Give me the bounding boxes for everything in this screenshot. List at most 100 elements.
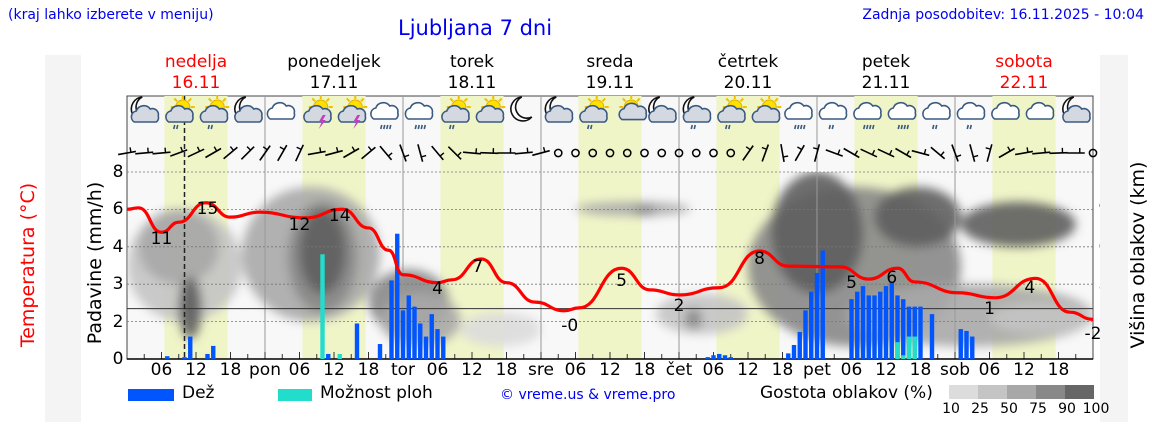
wind-barb-icon [497,148,516,154]
wind-barb-icon [223,146,238,160]
sun-cloud-rain-icon [199,95,230,130]
precip-bar-rain [326,353,331,359]
wind-calm-icon [691,148,701,158]
precip-bar-rain [423,336,429,359]
x-tick-label: 12 [1013,360,1035,380]
cloud-heavy-rain-icon [887,101,917,130]
day-date: 21.11 [861,73,911,93]
wind-barb-icon [911,149,930,157]
wind-barb-icon [998,146,1015,159]
wind-barb-icon [1032,147,1051,155]
day-date: 19.11 [585,73,635,93]
cloud-scale-swatch [1036,385,1065,399]
x-tick-label: 18 [357,360,380,380]
x-tick-label: 06 [840,360,863,380]
right-axis-panel [1100,55,1128,422]
precip-bar-rain [791,344,797,359]
cloud-density-area [299,209,346,294]
location-hint: (kraj lahko izberete v meniju) [8,7,214,23]
cloud-icon [266,101,296,120]
day-date: 17.11 [309,73,359,93]
precip-bar-showers [912,336,917,359]
precip-tick: 0 [112,349,124,369]
moon-cloud-icon [130,96,160,123]
legend-cloud-density: Gostota oblakov (%) [760,383,933,403]
wind-barb-icon [343,146,360,159]
precip-tick: 2 [112,311,124,332]
precip-bar-rain [855,291,860,359]
daylight-band [578,96,642,359]
cloud-scale-label: 75 [1029,401,1047,417]
precip-bar-rain [786,353,791,359]
moon-cloud-icon [234,96,263,123]
x-tick-label: pon [249,360,281,380]
copyright-link[interactable]: © vreme.us & vreme.pro [500,387,676,403]
wind-barb-icon [361,146,376,160]
x-tick-label: 06 [426,360,449,380]
precip-bar-rain [377,344,383,359]
precip-bar-showers [337,353,342,359]
precip-bar-rain [866,295,871,359]
x-tick-label: 12 [461,360,483,380]
precip-bar-rain [970,336,975,359]
x-tick-label: sob [939,360,971,380]
moon-icon [510,96,533,122]
sun-small-cloud-icon [618,95,648,121]
cloud-density-area [575,201,691,216]
wind-barb-icon [794,144,805,162]
wind-barb-icon [187,146,205,158]
precip-bar-rain [918,306,923,359]
wind-barb-icon [813,144,821,162]
precip-bar-rain [895,295,900,359]
cloud-density-area [656,293,748,335]
wind-barb-icon [1066,148,1085,154]
cloud-density-area [874,186,961,247]
precip-bar-rain [889,282,894,359]
cloud-rain-icon [956,101,986,130]
wind-barb-icon [742,145,754,161]
cloud-rain-icon [922,101,951,130]
day-name: torek [450,52,494,72]
cloud-scale-swatch [949,385,978,399]
cloud-icon [1025,101,1055,120]
left-axis-panel [45,55,81,422]
wind-calm-icon [657,148,667,158]
precip-bar-rain [188,336,193,359]
moon-cloud-icon [544,96,574,123]
day-name: ponedeljek [287,52,381,72]
cloud-density-area [960,201,1076,247]
precip-bar-rain [964,330,969,359]
precip-bar-rain [205,353,210,359]
temperature-label: -0 [561,315,579,336]
wind-barb-icon [399,144,410,162]
x-tick-label: 18 [219,360,242,380]
cloud-heavy-rain-icon [784,101,813,130]
x-tick-label: 06 [702,360,725,380]
precip-bar-rain [441,336,446,359]
precip-bar-rain [211,345,216,359]
legend-showers-swatch [278,389,312,401]
wind-barb-icon [307,147,326,156]
temperature-label: 12 [288,215,311,236]
sun-cloud-rain-icon [579,95,609,130]
precip-bar-rain [406,295,411,359]
cloud-heavy-rain-icon [370,101,399,130]
wind-calm-icon [726,148,736,158]
day-name: sobota [995,52,1053,72]
precip-bar-rain [722,355,728,359]
wind-barb-icon [532,146,550,157]
cloud-icon [991,101,1020,120]
x-tick-label: čet [665,360,693,380]
day-date: 22.11 [999,73,1049,93]
precip-bar-showers [320,254,325,359]
day-name: petek [861,52,911,72]
cloud-scale-label: 25 [971,401,989,417]
sun-cloud-rain-icon [165,95,195,130]
precip-bar-rain [883,286,889,359]
x-tick-label: tor [390,360,416,380]
precip-bar-rain [958,329,963,359]
wind-barb-icon [761,144,770,162]
x-tick-label: 12 [875,360,897,380]
wind-barb-icon [780,143,789,163]
